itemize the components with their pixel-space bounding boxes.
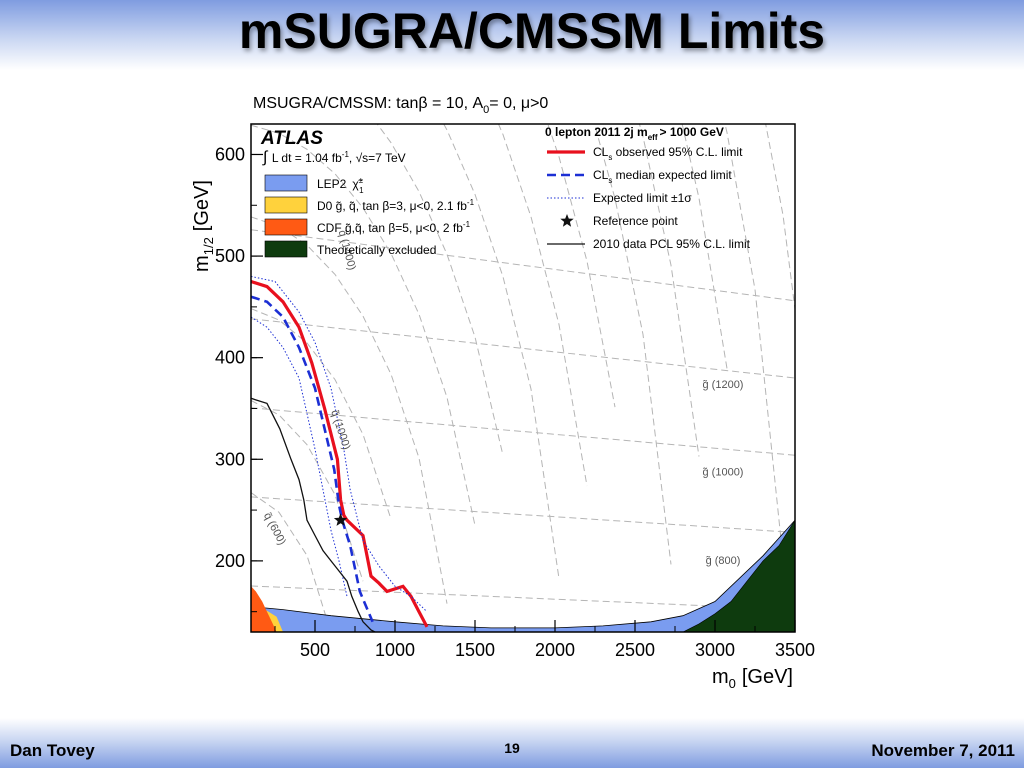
legend-label: 2010 data PCL 95% C.L. limit <box>593 237 751 251</box>
series-expected-line <box>251 295 374 623</box>
gluino-mass-contour <box>251 496 795 533</box>
footer-date: November 7, 2011 <box>871 741 1015 760</box>
title-band <box>0 0 1024 70</box>
y-axis-tick-label: 600 <box>215 144 245 164</box>
footer-page-number: 19 <box>504 740 520 756</box>
y-axis-tick-label: 400 <box>215 348 245 368</box>
gluino-mass-contour <box>251 318 795 379</box>
plot-frame <box>250 123 796 633</box>
x-axis-tick-label: 500 <box>300 640 330 660</box>
legend-swatch <box>264 174 308 192</box>
legend-label: CLs median expected limit <box>593 168 732 185</box>
y-axis-tick-label: 200 <box>215 551 245 571</box>
series-observed-line <box>251 279 429 628</box>
reference-point-star <box>333 513 348 526</box>
footer-band <box>0 718 1024 768</box>
legend-star-marker <box>560 214 574 227</box>
gluino-mass-contour <box>251 585 795 611</box>
luminosity-label: ∫ L dt = 1.04 fb-1, √s=7 TeV <box>262 149 406 166</box>
selection-label: 0 lepton 2011 2j meff > 1000 GeV <box>545 125 724 142</box>
gluino-mass-contour <box>251 407 795 456</box>
exclusion-plot: MSUGRA/CMSSM: tanβ = 10, A0= 0, μ>0 q̃ (… <box>185 86 821 688</box>
series-band-line <box>251 316 348 597</box>
cdf-excluded-region <box>251 586 277 632</box>
contour-label: q̃ (600) <box>261 511 288 547</box>
y-axis-title: m1/2[GeV] <box>191 180 216 272</box>
contour-label: q̃ (1000) <box>328 408 352 451</box>
plot-title: MSUGRA/CMSSM: tanβ = 10, A0= 0, μ>0 <box>253 95 548 116</box>
legend-label: LEP2 χ̃± 1 <box>317 176 364 195</box>
legend-label: D0 g̃, q̃, tan β=3, μ<0, 2.1 fb-1 <box>317 198 475 213</box>
legend-swatch <box>264 196 308 214</box>
slide-title: mSUGRA/CMSSM Limits <box>238 3 826 59</box>
squark-mass-contour <box>251 216 448 604</box>
x-axis-tick-label: 3500 <box>775 640 815 660</box>
contour-label: g̃ (1000) <box>702 467 743 479</box>
series-band-line <box>251 275 428 613</box>
x-axis-tick-label: 2500 <box>615 640 655 660</box>
experiment-label: ATLAS <box>260 128 323 149</box>
y-axis-tick-label: 300 <box>215 449 245 469</box>
theory-excluded-region <box>682 519 795 632</box>
contour-label: g̃ (1200) <box>702 379 743 391</box>
squark-mass-contour <box>251 308 392 520</box>
contour-label: g̃ (800) <box>705 555 740 567</box>
plot-content: q̃ (1400)q̃ (1000)q̃ (600)g̃ (1200)g̃ (1… <box>251 124 795 632</box>
legend-swatch <box>264 218 308 236</box>
legend-label: CDF g̃,q̃, tan β=5, μ<0, 2 fb-1 <box>317 220 471 235</box>
exclusion-plot-svg: MSUGRA/CMSSM: tanβ = 10, A0= 0, μ>0 q̃ (… <box>191 95 815 688</box>
x-axis-tick-label: 1000 <box>375 640 415 660</box>
squark-mass-contour <box>251 492 332 632</box>
x-axis-tick-label: 2000 <box>535 640 575 660</box>
legend-label: Theoretically excluded <box>317 243 436 257</box>
axes: 500 1000 1500 2000 2500 3000 3500 200 300 400 500 6… <box>215 144 815 660</box>
x-axis-tick-label: 1500 <box>455 640 495 660</box>
y-axis-tick-label: 500 <box>215 246 245 266</box>
gluino-mass-contour <box>251 229 795 302</box>
legend-label: Expected limit ±1σ <box>593 191 692 205</box>
footer-author: Dan Tovey <box>10 741 95 760</box>
x-axis-tick-label: 3000 <box>695 640 735 660</box>
series-pcl-line <box>251 397 377 632</box>
x-axis-title: m0 [GeV] <box>712 666 793 688</box>
plot-area: q̃ (1400)q̃ (1000)q̃ (600)g̃ (1200)g̃ (1… <box>251 124 795 632</box>
legend: ATLAS∫ L dt = 1.04 fb-1, √s=7 TeV LEP2 χ̃±… <box>260 125 751 258</box>
legend-label: Reference point <box>593 214 678 228</box>
legend-label: CLs observed 95% C.L. limit <box>593 145 743 162</box>
legend-swatch <box>264 240 308 258</box>
squark-mass-contour <box>251 124 476 526</box>
